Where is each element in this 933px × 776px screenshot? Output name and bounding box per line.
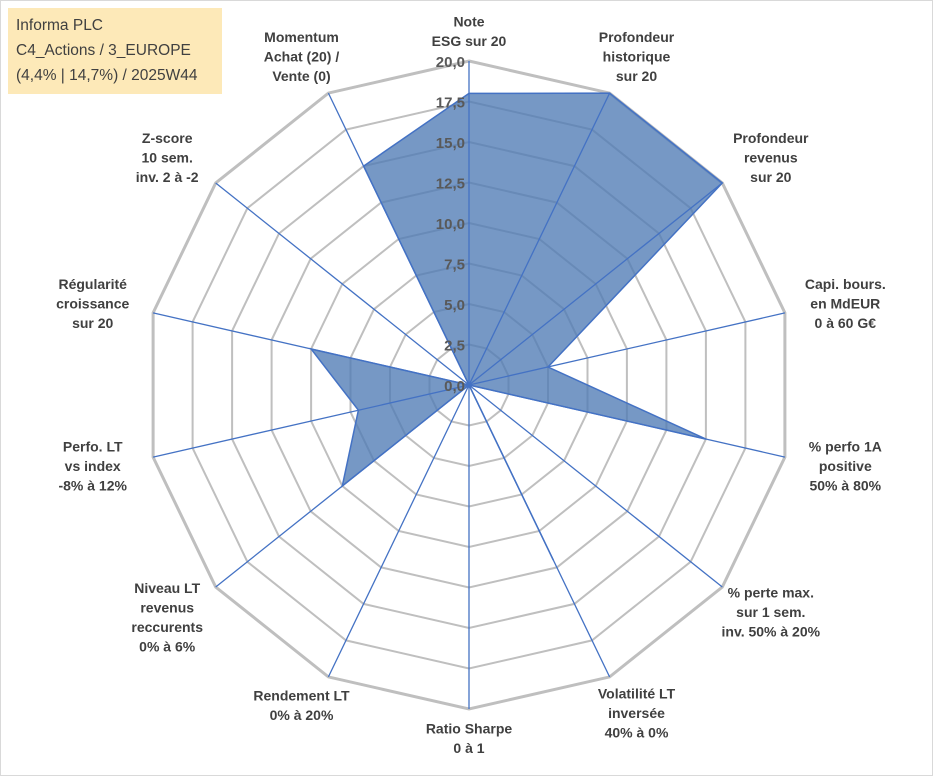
axis-label-line: Ratio Sharpe xyxy=(426,721,513,737)
info-stats: (4,4% | 14,7%) / 2025W44 xyxy=(16,67,198,84)
axis-label-11: Régularité croissance sur 20 xyxy=(56,276,129,331)
spoke-1 xyxy=(468,92,611,386)
axis-label-10: Perfo. LT vs index -8% à 12% xyxy=(58,438,127,493)
axis-label-line: Achat (20) / xyxy=(264,49,340,65)
axis-label-9: Niveau LT revenus reccurents 0% à 6% xyxy=(131,580,203,655)
axis-label-line: 50% à 80% xyxy=(809,477,881,493)
axis-label-2: Profondeur revenus sur 20 xyxy=(733,130,809,185)
spoke-13 xyxy=(327,92,470,386)
axis-label-line: inv. 2 à -2 xyxy=(136,169,199,185)
tick-label-4: 10,0 xyxy=(436,216,465,233)
tick-label-8: 20,0 xyxy=(436,54,465,71)
axis-label-line: revenus xyxy=(744,150,798,166)
radar-spokes xyxy=(152,61,786,709)
axis-label-6: Volatilité LT inversée 40% à 0% xyxy=(598,686,676,741)
axis-label-line: sur 20 xyxy=(616,68,657,84)
axis-label-line: % perte max. xyxy=(728,584,814,600)
spoke-3 xyxy=(468,312,786,386)
info-box: Informa PLC C4_Actions / 3_EUROPE (4,4% … xyxy=(8,8,222,94)
tick-label-0: 0,0 xyxy=(444,378,465,395)
axis-label-line: revenus xyxy=(140,600,194,616)
axis-label-12: Z-score 10 sem. inv. 2 à -2 xyxy=(136,130,199,185)
axis-label-line: 10 sem. xyxy=(142,150,193,166)
axis-label-line: Profondeur xyxy=(599,29,675,45)
axis-label-line: % perfo 1A xyxy=(809,438,882,454)
axis-label-1: Profondeur historique sur 20 xyxy=(599,29,675,84)
radar-axis-labels: Note ESG sur 20 Profondeur historique sur 20… xyxy=(56,14,886,757)
axis-label-5: % perte max. sur 1 sem. inv. 50% à 20% xyxy=(722,584,821,639)
axis-label-line: positive xyxy=(819,458,872,474)
axis-label-line: reccurents xyxy=(131,619,203,635)
axis-label-3: Capi. bours. en MdEUR 0 à 60 G€ xyxy=(805,276,886,331)
axis-label-line: en MdEUR xyxy=(810,296,880,312)
spoke-9 xyxy=(215,384,470,588)
axis-label-7: Ratio Sharpe 0 à 1 xyxy=(426,721,513,757)
axis-label-line: inversée xyxy=(608,705,665,721)
axis-label-line: 0% à 6% xyxy=(139,639,196,655)
info-category: C4_Actions / 3_EUROPE xyxy=(16,42,191,59)
axis-label-line: croissance xyxy=(56,296,129,312)
axis-label-line: Rendement LT xyxy=(253,687,350,703)
tick-label-7: 17,5 xyxy=(436,95,465,112)
spoke-4 xyxy=(468,384,786,458)
axis-label-line: vs index xyxy=(65,458,121,474)
spoke-8 xyxy=(327,384,470,678)
spoke-10 xyxy=(152,384,470,458)
axis-label-line: ESG sur 20 xyxy=(432,33,507,49)
spoke-2 xyxy=(468,182,723,386)
axis-label-4: % perfo 1A positive 50% à 80% xyxy=(809,438,882,493)
axis-label-line: Profondeur xyxy=(733,130,809,146)
spoke-5 xyxy=(468,384,723,588)
spoke-6 xyxy=(468,384,611,678)
axis-label-line: Niveau LT xyxy=(134,580,200,596)
axis-label-line: Volatilité LT xyxy=(598,686,676,702)
axis-label-line: Vente (0) xyxy=(272,68,330,84)
axis-label-line: 0% à 20% xyxy=(270,707,334,723)
axis-label-13: Momentum Achat (20) / Vente (0) xyxy=(264,29,340,84)
spoke-12 xyxy=(215,182,470,386)
axis-label-line: 0 à 1 xyxy=(453,740,484,756)
info-company: Informa PLC xyxy=(16,17,104,34)
axis-label-line: Note xyxy=(453,14,484,30)
axis-label-line: inv. 50% à 20% xyxy=(722,623,821,639)
axis-label-line: 0 à 60 G€ xyxy=(815,315,877,331)
axis-label-8: Rendement LT 0% à 20% xyxy=(253,687,350,723)
axis-label-line: -8% à 12% xyxy=(58,477,127,493)
axis-label-line: sur 1 sem. xyxy=(736,604,805,620)
axis-label-line: 40% à 0% xyxy=(605,725,669,741)
axis-label-line: historique xyxy=(603,49,671,65)
axis-label-line: Perfo. LT xyxy=(63,438,123,454)
axis-label-line: sur 20 xyxy=(72,315,113,331)
tick-label-2: 5,0 xyxy=(444,297,465,314)
axis-label-line: Z-score xyxy=(142,130,193,146)
axis-label-line: Régularité xyxy=(58,276,127,292)
axis-label-0: Note ESG sur 20 xyxy=(432,14,507,50)
axis-label-line: sur 20 xyxy=(750,169,791,185)
axis-label-line: Momentum xyxy=(264,29,339,45)
tick-label-6: 15,0 xyxy=(436,135,465,152)
axis-label-line: Capi. bours. xyxy=(805,276,886,292)
tick-label-1: 2,5 xyxy=(444,338,465,355)
tick-label-5: 12,5 xyxy=(436,176,465,193)
radar-tick-labels: 0,0 2,5 5,0 7,5 10,0 12,5 15,0 17,5 20,0 xyxy=(436,54,465,395)
tick-label-3: 7,5 xyxy=(444,257,465,274)
spoke-11 xyxy=(152,312,470,386)
